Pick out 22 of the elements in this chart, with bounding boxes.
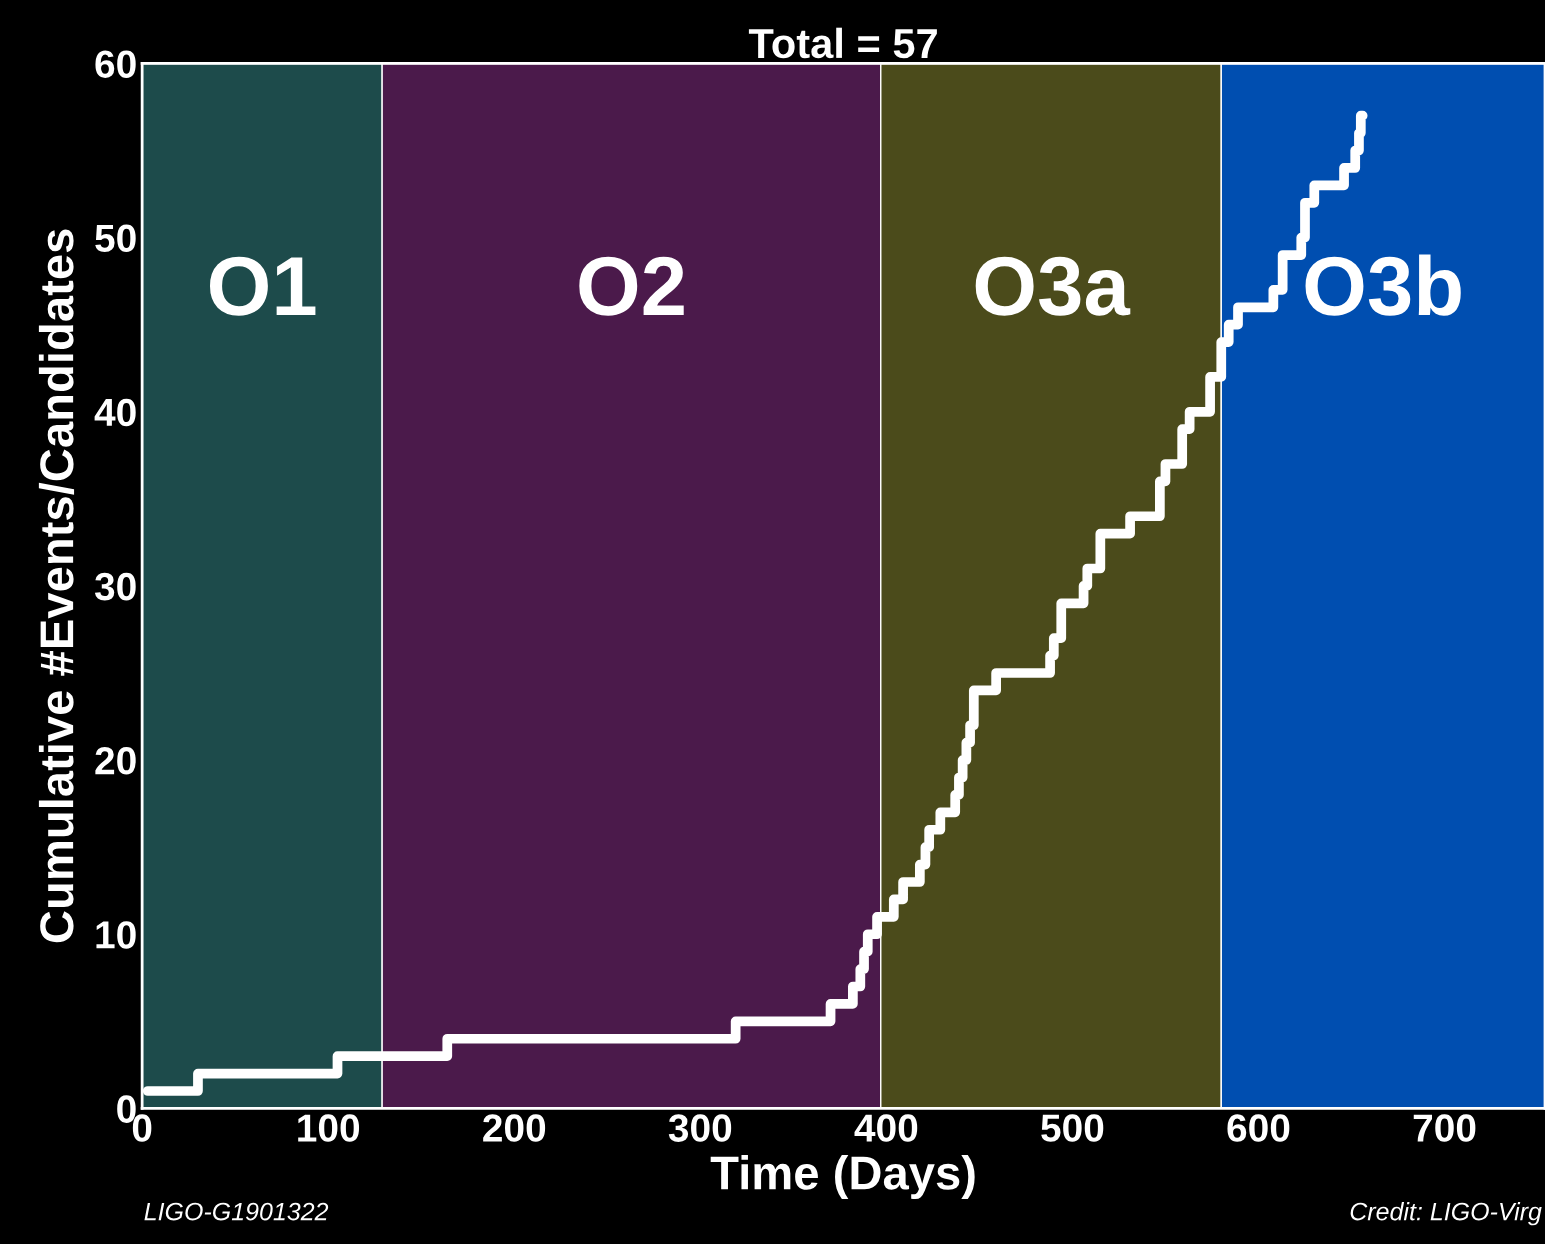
text: Credit: LIGO-Virg — [1350, 1202, 1542, 1226]
band-label: O3a — [975, 256, 1131, 316]
y-axis-title: Cumulative #Events/Candidates — [38, 229, 75, 943]
x-axis-title: Time (Days) — [710, 1155, 975, 1200]
x-tick-label: 200 — [483, 1114, 546, 1142]
band-label: O1 — [209, 256, 316, 316]
y-tick-label: 30 — [94, 572, 136, 601]
x-tick-label: 300 — [668, 1114, 732, 1142]
band-label: O3b — [1305, 254, 1461, 316]
y-tick-label: 10 — [96, 921, 136, 949]
y-tick-label: 50 — [95, 224, 136, 253]
y-tick-label: 20 — [95, 747, 136, 775]
x-tick-label: 600 — [1227, 1114, 1290, 1142]
y-tick-label: 60 — [95, 50, 136, 78]
x-tick-label: 500 — [1041, 1114, 1104, 1142]
chart-title: Total = 57 — [748, 27, 937, 59]
text: LIGO-G1901322 — [144, 1202, 329, 1221]
y-tick-label: 40 — [94, 398, 136, 427]
x-tick-label: 400 — [854, 1114, 918, 1142]
x-tick-label: 100 — [298, 1114, 360, 1142]
x-tick-label: 700 — [1413, 1114, 1476, 1142]
band-label: O2 — [579, 256, 684, 316]
